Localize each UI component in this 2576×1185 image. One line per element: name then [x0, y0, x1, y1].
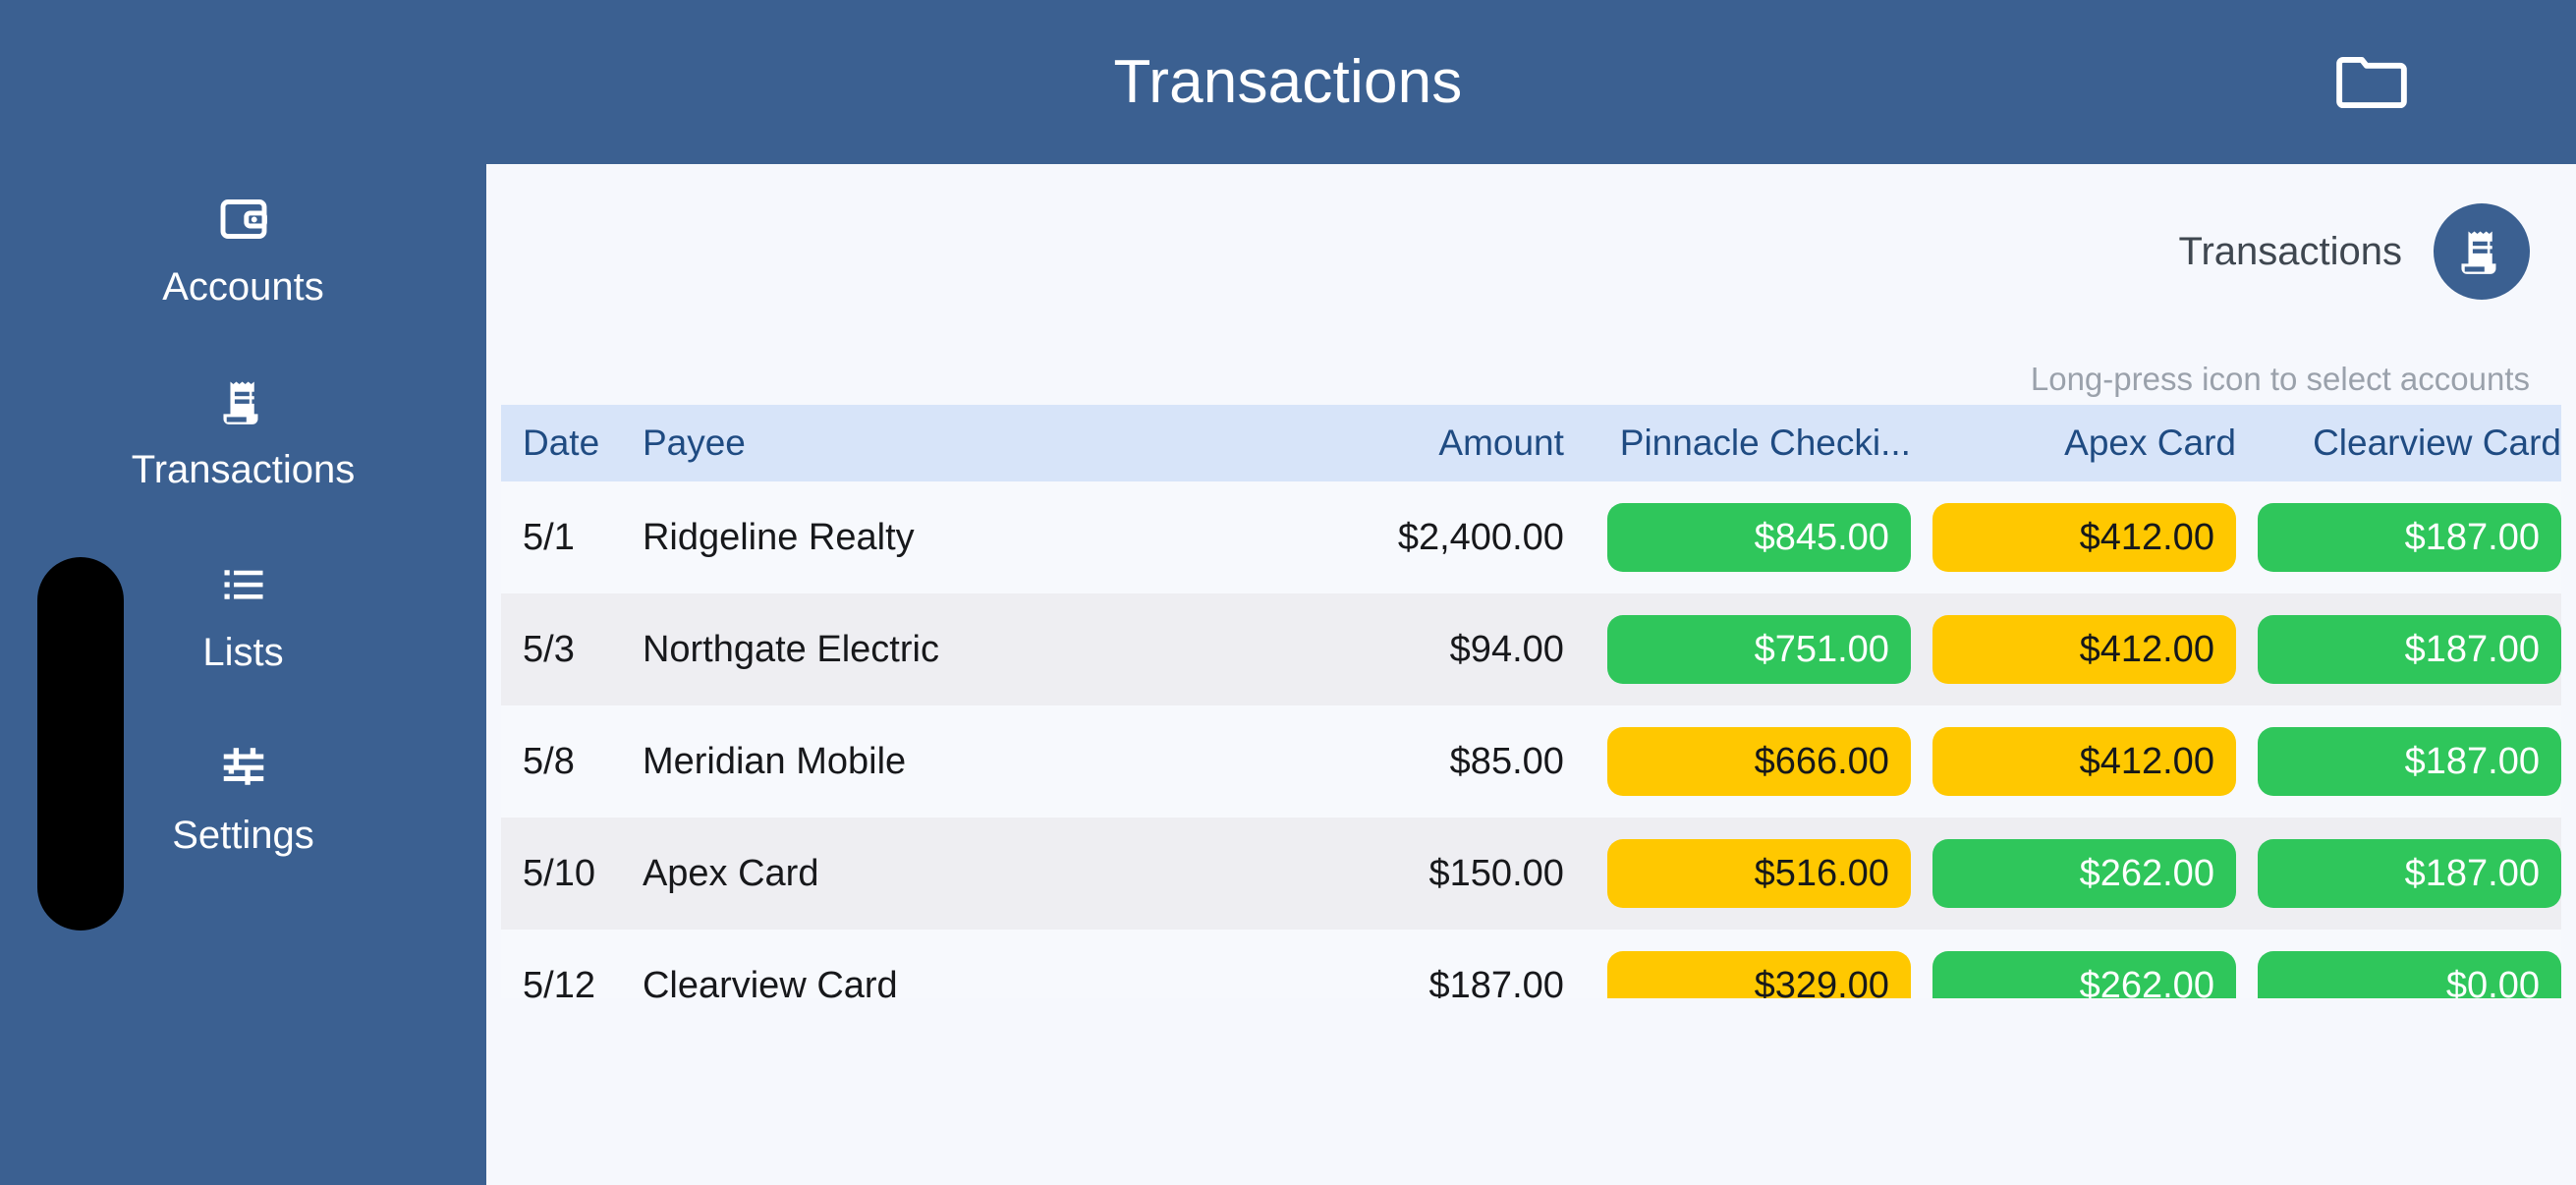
cell-balance-1: $329.00 [1586, 951, 1911, 998]
panel-header-row: Transactions [2178, 203, 2530, 300]
balance-badge[interactable]: $845.00 [1606, 503, 1911, 572]
balance-badge[interactable]: $262.00 [1932, 951, 2236, 998]
top-bar: Transactions [0, 0, 2576, 164]
cell-amount: $2,400.00 [1397, 516, 1564, 558]
cell-amount: $150.00 [1428, 852, 1564, 894]
table-row[interactable]: 5/8 Meridian Mobile $85.00 $666.00 $412.00 $1… [501, 705, 2561, 818]
cell-balance-2: $412.00 [1911, 503, 2236, 572]
cell-balance-2: $262.00 [1911, 951, 2236, 998]
cell-balance-2: $262.00 [1911, 839, 2236, 908]
cell-balance-1: $666.00 [1586, 727, 1911, 796]
column-header-account-3[interactable]: Clearview Card [2313, 423, 2561, 463]
balance-badge[interactable]: $412.00 [1932, 503, 2236, 572]
cell-balance-3: $187.00 [2236, 615, 2561, 684]
cell-balance-2: $412.00 [1911, 615, 2236, 684]
long-press-hint: Long-press icon to select accounts [2030, 361, 2530, 397]
cell-date: 5/8 [523, 740, 575, 782]
folder-icon[interactable] [2334, 45, 2409, 116]
cell-amount: $187.00 [1428, 964, 1564, 999]
cell-balance-1: $845.00 [1586, 503, 1911, 572]
balance-badge[interactable]: $187.00 [2257, 839, 2561, 908]
column-header-date[interactable]: Date [523, 423, 600, 463]
table-row[interactable]: 5/3 Northgate Electric $94.00 $751.00 $412.0… [501, 593, 2561, 705]
column-header-account-1[interactable]: Pinnacle Checki... [1619, 423, 1911, 463]
page-title: Transactions [1113, 48, 1463, 116]
cell-balance-3: $0.00 [2236, 951, 2561, 998]
table-row[interactable]: 5/1 Ridgeline Realty $2,400.00 $845.00 $412.… [501, 481, 2561, 593]
sidebar-item-label: Settings [172, 814, 314, 857]
table-row[interactable]: 5/10 Apex Card $150.00 $516.00 $262.00 $187.0… [501, 818, 2561, 930]
cell-balance-3: $187.00 [2236, 727, 2561, 796]
cell-balance-3: $187.00 [2236, 503, 2561, 572]
balance-badge[interactable]: $187.00 [2257, 615, 2561, 684]
balance-badge[interactable]: $0.00 [2257, 951, 2561, 998]
cell-amount: $85.00 [1449, 740, 1564, 782]
cell-date: 5/3 [523, 628, 575, 670]
cell-balance-3: $187.00 [2236, 839, 2561, 908]
balance-badge[interactable]: $666.00 [1606, 727, 1911, 796]
column-header-amount[interactable]: Amount [1438, 423, 1564, 463]
cell-date: 5/12 [523, 964, 595, 999]
sidebar-item-settings[interactable]: Settings [0, 737, 486, 875]
balance-badge[interactable]: $187.00 [2257, 503, 2561, 572]
cell-date: 5/10 [523, 852, 595, 894]
receipt-icon [216, 371, 271, 432]
sliders-icon [217, 737, 270, 798]
content-panel: Transactions Long-press icon to select a… [486, 164, 2576, 1185]
table-header-row: Date Payee Amount Pinnacle Checki... Ape… [501, 405, 2561, 481]
cell-balance-2: $412.00 [1911, 727, 2236, 796]
balance-badge[interactable]: $412.00 [1932, 727, 2236, 796]
panel-header: Transactions Long-press icon to select a… [486, 164, 2576, 405]
column-header-account-2[interactable]: Apex Card [2064, 423, 2236, 463]
balance-badge[interactable]: $751.00 [1606, 615, 1911, 684]
sidebar: Accounts Transactions [0, 164, 486, 1185]
sidebar-item-label: Lists [202, 631, 284, 674]
cell-payee: Apex Card [642, 852, 819, 894]
sidebar-item-label: Accounts [162, 265, 324, 309]
transactions-table: Date Payee Amount Pinnacle Checki... Ape… [501, 405, 2561, 998]
sidebar-item-accounts[interactable]: Accounts [0, 189, 486, 326]
cell-amount: $94.00 [1449, 628, 1564, 670]
cell-payee: Ridgeline Realty [642, 516, 915, 558]
cell-payee: Northgate Electric [642, 628, 939, 670]
sidebar-nav: Accounts Transactions [0, 189, 486, 920]
balance-badge[interactable]: $412.00 [1932, 615, 2236, 684]
cell-date: 5/1 [523, 516, 575, 558]
table-body: 5/1 Ridgeline Realty $2,400.00 $845.00 $412.… [501, 481, 2561, 998]
sidebar-item-lists[interactable]: Lists [0, 554, 486, 692]
device-notch [37, 557, 124, 931]
cell-payee: Meridian Mobile [642, 740, 907, 782]
balance-badge[interactable]: $187.00 [2257, 727, 2561, 796]
list-icon [218, 554, 269, 615]
receipt-icon[interactable] [2434, 203, 2530, 300]
cell-balance-1: $516.00 [1586, 839, 1911, 908]
table-row[interactable]: 5/12 Clearview Card $187.00 $329.00 $262.00 $… [501, 930, 2561, 998]
balance-badge[interactable]: $329.00 [1606, 951, 1911, 998]
balance-badge[interactable]: $262.00 [1932, 839, 2236, 908]
wallet-icon [216, 189, 271, 250]
sidebar-item-transactions[interactable]: Transactions [0, 371, 486, 509]
panel-title: Transactions [2178, 229, 2403, 273]
cell-balance-1: $751.00 [1586, 615, 1911, 684]
cell-payee: Clearview Card [642, 964, 898, 999]
balance-badge[interactable]: $516.00 [1606, 839, 1911, 908]
sidebar-item-label: Transactions [131, 448, 356, 491]
column-header-payee[interactable]: Payee [642, 423, 746, 463]
